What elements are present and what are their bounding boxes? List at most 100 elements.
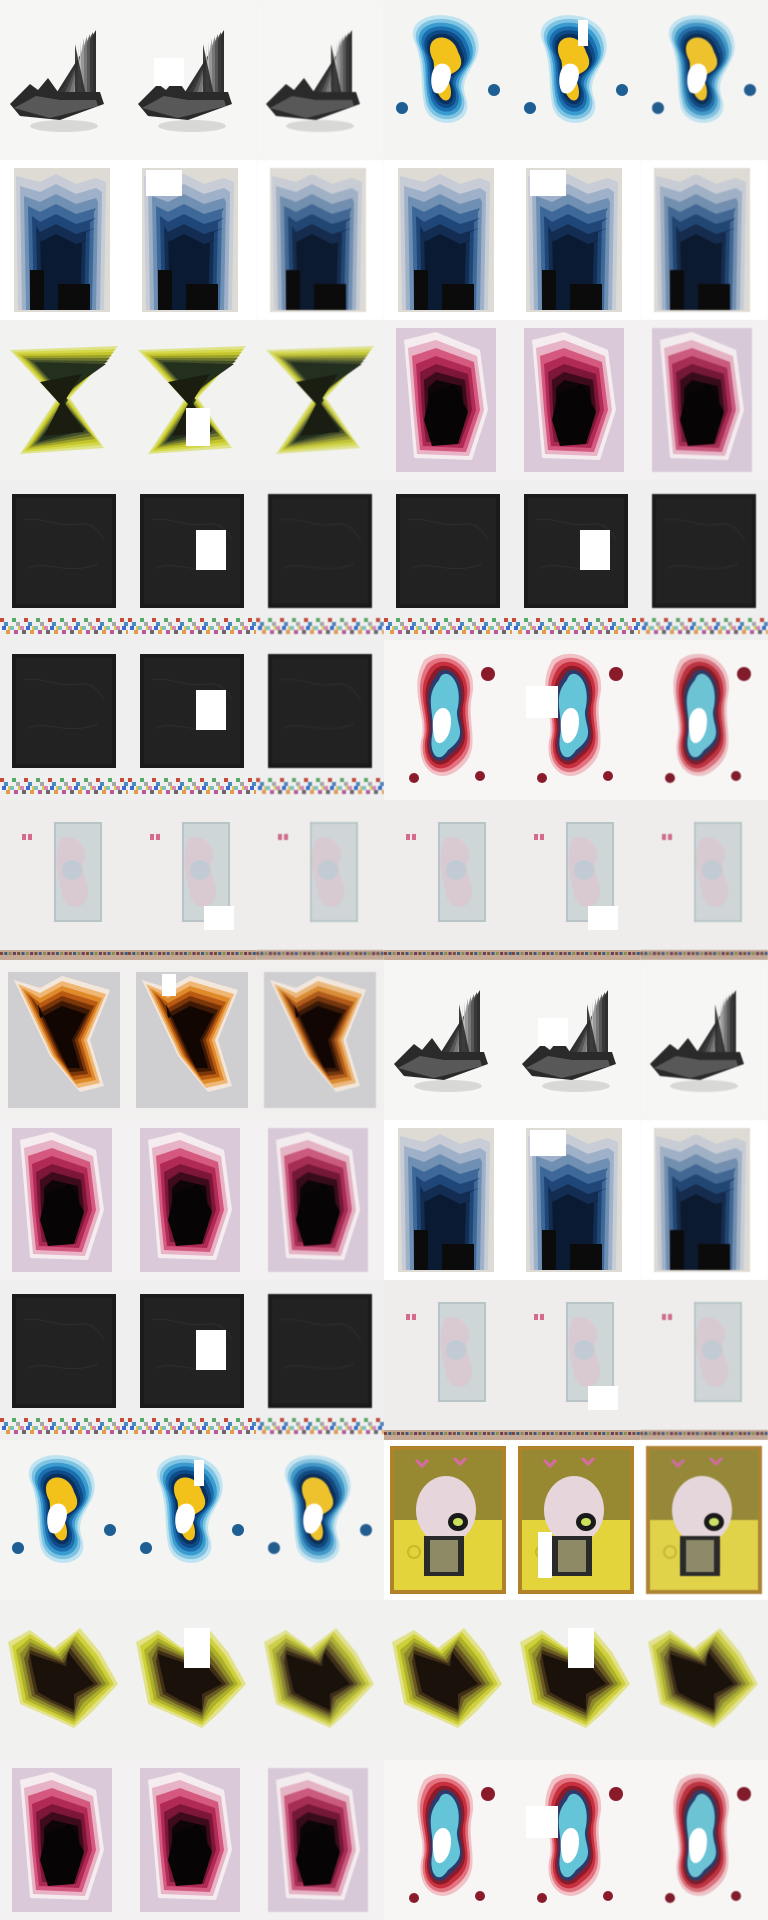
artwork-orange-layered bbox=[256, 960, 384, 1120]
occlusion-mask bbox=[146, 170, 182, 196]
artwork-tile-reconstruction bbox=[256, 640, 384, 800]
artwork-tile-reconstruction bbox=[640, 0, 768, 160]
occlusion-mask bbox=[194, 1460, 204, 1486]
artwork-sail bbox=[512, 960, 640, 1120]
artwork-tile-original bbox=[0, 800, 128, 960]
artwork-tile-masked bbox=[128, 800, 256, 960]
artwork-skull-poster bbox=[512, 1440, 640, 1600]
artwork-gallery-wall bbox=[0, 800, 128, 960]
artwork-black-square bbox=[128, 640, 256, 800]
artwork-blue-blob bbox=[640, 0, 768, 160]
artwork-pink-layered bbox=[256, 1120, 384, 1280]
artwork-tile-masked bbox=[512, 1760, 640, 1920]
artwork-yellow-bowtie bbox=[0, 320, 128, 480]
occlusion-mask bbox=[578, 20, 588, 46]
artwork-tile-original bbox=[384, 800, 512, 960]
occlusion-mask bbox=[162, 974, 176, 996]
artwork-yellow-chunk bbox=[640, 1600, 768, 1760]
artwork-black-square bbox=[256, 1280, 384, 1440]
artwork-tile-masked bbox=[512, 1280, 640, 1440]
artwork-tile-original bbox=[0, 0, 128, 160]
artwork-tile-masked bbox=[512, 0, 640, 160]
artwork-red-blob bbox=[384, 1760, 512, 1920]
artwork-tile-masked bbox=[512, 1440, 640, 1600]
artwork-black-square bbox=[128, 1280, 256, 1440]
artwork-red-blob bbox=[640, 1760, 768, 1920]
occlusion-mask bbox=[538, 1018, 568, 1046]
artwork-yellow-chunk bbox=[512, 1600, 640, 1760]
artwork-blue-stair bbox=[384, 160, 512, 320]
artwork-orange-layered bbox=[128, 960, 256, 1120]
artwork-tile-reconstruction bbox=[256, 1120, 384, 1280]
artwork-tile-reconstruction bbox=[256, 0, 384, 160]
artwork-tile-reconstruction bbox=[640, 1440, 768, 1600]
artwork-tile-original bbox=[384, 1120, 512, 1280]
artwork-black-square bbox=[0, 1280, 128, 1440]
artwork-tile-original bbox=[384, 640, 512, 800]
artwork-tile-masked bbox=[512, 160, 640, 320]
artwork-blue-blob bbox=[256, 1440, 384, 1600]
artwork-tile-reconstruction bbox=[256, 800, 384, 960]
artwork-tile-masked bbox=[128, 0, 256, 160]
occlusion-mask bbox=[526, 686, 558, 718]
artwork-skull-poster bbox=[640, 1440, 768, 1600]
artwork-pink-layered bbox=[0, 1760, 128, 1920]
artwork-black-square bbox=[512, 480, 640, 640]
artwork-gallery-wall bbox=[128, 800, 256, 960]
artwork-tile-masked bbox=[512, 800, 640, 960]
occlusion-mask bbox=[580, 530, 610, 570]
artwork-blue-stair bbox=[512, 160, 640, 320]
artwork-red-blob bbox=[384, 640, 512, 800]
occlusion-mask bbox=[154, 58, 184, 86]
artwork-tile-reconstruction bbox=[640, 1120, 768, 1280]
artwork-black-square bbox=[256, 640, 384, 800]
artwork-gallery-wall bbox=[384, 800, 512, 960]
occlusion-mask bbox=[588, 906, 618, 930]
artwork-tile-original bbox=[0, 640, 128, 800]
artwork-tile-original bbox=[384, 0, 512, 160]
artwork-tile-original bbox=[384, 960, 512, 1120]
artwork-tile-original bbox=[384, 1280, 512, 1440]
artwork-tile-reconstruction bbox=[256, 320, 384, 480]
artwork-sail bbox=[256, 0, 384, 160]
artwork-blue-stair bbox=[640, 160, 768, 320]
artwork-tile-reconstruction bbox=[640, 320, 768, 480]
artwork-tile-original bbox=[0, 1600, 128, 1760]
artwork-blue-blob bbox=[384, 0, 512, 160]
artwork-tile-masked bbox=[128, 1120, 256, 1280]
artwork-tile-masked bbox=[512, 640, 640, 800]
artwork-tile-reconstruction bbox=[256, 480, 384, 640]
artwork-skull-poster bbox=[384, 1440, 512, 1600]
artwork-black-square bbox=[0, 640, 128, 800]
artwork-pink-layered bbox=[128, 1760, 256, 1920]
artwork-tile-reconstruction bbox=[640, 640, 768, 800]
artwork-tile-original bbox=[0, 1760, 128, 1920]
artwork-tile-reconstruction bbox=[256, 160, 384, 320]
artwork-tile-original bbox=[384, 160, 512, 320]
artwork-tile-original bbox=[384, 320, 512, 480]
artwork-tile-masked bbox=[128, 160, 256, 320]
artwork-tile-reconstruction bbox=[640, 480, 768, 640]
artwork-tile-masked bbox=[128, 1280, 256, 1440]
artwork-blue-blob bbox=[0, 1440, 128, 1600]
artwork-tile-original bbox=[0, 320, 128, 480]
artwork-black-square bbox=[0, 480, 128, 640]
artwork-tile-reconstruction bbox=[640, 160, 768, 320]
artwork-pink-layered bbox=[640, 320, 768, 480]
artwork-tile-original bbox=[0, 480, 128, 640]
occlusion-mask bbox=[186, 408, 210, 446]
artwork-pink-layered bbox=[512, 320, 640, 480]
artwork-tile-reconstruction bbox=[256, 1280, 384, 1440]
occlusion-mask bbox=[196, 530, 226, 570]
artwork-blue-stair bbox=[256, 160, 384, 320]
artwork-blue-stair bbox=[640, 1120, 768, 1280]
artwork-red-blob bbox=[640, 640, 768, 800]
artwork-tile-original bbox=[384, 1760, 512, 1920]
artwork-sail bbox=[640, 960, 768, 1120]
artwork-yellow-bowtie bbox=[128, 320, 256, 480]
occlusion-mask bbox=[568, 1628, 594, 1668]
artwork-blue-blob bbox=[512, 0, 640, 160]
artwork-tile-masked bbox=[512, 320, 640, 480]
artwork-black-square bbox=[640, 480, 768, 640]
